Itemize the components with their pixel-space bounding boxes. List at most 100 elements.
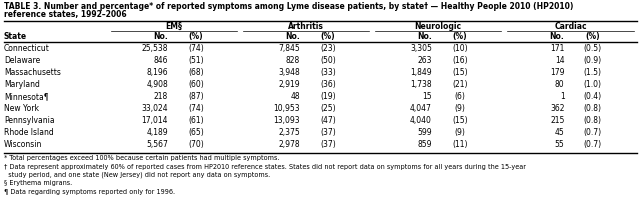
Text: 1,738: 1,738: [410, 80, 432, 89]
Text: (50): (50): [320, 56, 336, 65]
Text: 1,849: 1,849: [410, 68, 432, 77]
Text: 8,196: 8,196: [146, 68, 168, 77]
Text: (61): (61): [188, 116, 204, 125]
Text: Massachusetts: Massachusetts: [4, 68, 61, 77]
Text: 4,047: 4,047: [410, 104, 432, 113]
Text: 846: 846: [153, 56, 168, 65]
Text: (60): (60): [188, 80, 204, 89]
Text: (10): (10): [452, 44, 468, 53]
Text: 215: 215: [550, 116, 565, 125]
Text: (6): (6): [454, 92, 465, 101]
Text: (23): (23): [320, 44, 336, 53]
Text: 3,948: 3,948: [278, 68, 300, 77]
Text: (0.8): (0.8): [583, 116, 601, 125]
Text: (9): (9): [454, 104, 465, 113]
Text: Rhode Island: Rhode Island: [4, 128, 54, 137]
Text: (%): (%): [320, 32, 335, 41]
Text: Maryland: Maryland: [4, 80, 40, 89]
Text: (25): (25): [320, 104, 336, 113]
Text: 599: 599: [417, 128, 432, 137]
Text: (%): (%): [188, 32, 203, 41]
Text: 5,567: 5,567: [146, 140, 168, 149]
Text: 218: 218: [154, 92, 168, 101]
Text: (74): (74): [188, 104, 204, 113]
Text: 17,014: 17,014: [142, 116, 168, 125]
Text: 10,953: 10,953: [273, 104, 300, 113]
Text: 2,978: 2,978: [278, 140, 300, 149]
Text: 80: 80: [555, 80, 565, 89]
Text: Neurologic: Neurologic: [415, 22, 462, 31]
Text: (37): (37): [320, 128, 336, 137]
Text: 25,538: 25,538: [142, 44, 168, 53]
Text: 55: 55: [554, 140, 565, 149]
Text: Connecticut: Connecticut: [4, 44, 50, 53]
Text: 15: 15: [422, 92, 432, 101]
Text: (16): (16): [452, 56, 468, 65]
Text: (0.8): (0.8): [583, 104, 601, 113]
Text: (68): (68): [188, 68, 204, 77]
Text: Pennsylvania: Pennsylvania: [4, 116, 54, 125]
Text: TABLE 3. Number and percentage* of reported symptoms among Lyme disease patients: TABLE 3. Number and percentage* of repor…: [4, 2, 574, 11]
Text: (0.5): (0.5): [583, 44, 601, 53]
Text: No.: No.: [550, 32, 565, 41]
Text: (70): (70): [188, 140, 204, 149]
Text: (%): (%): [453, 32, 467, 41]
Text: (74): (74): [188, 44, 204, 53]
Text: (19): (19): [320, 92, 336, 101]
Text: (1.5): (1.5): [583, 68, 601, 77]
Text: (47): (47): [320, 116, 336, 125]
Text: * Total percentages exceed 100% because certain patients had multiple symptoms.: * Total percentages exceed 100% because …: [4, 155, 279, 161]
Text: 4,040: 4,040: [410, 116, 432, 125]
Text: reference states, 1992–2006: reference states, 1992–2006: [4, 10, 127, 19]
Text: No.: No.: [417, 32, 432, 41]
Text: 13,093: 13,093: [273, 116, 300, 125]
Text: 14: 14: [555, 56, 565, 65]
Text: (37): (37): [320, 140, 336, 149]
Text: 3,305: 3,305: [410, 44, 432, 53]
Text: † Data represent approximately 60% of reported cases from HP2010 reference state: † Data represent approximately 60% of re…: [4, 163, 526, 169]
Text: (0.7): (0.7): [583, 140, 601, 149]
Text: 45: 45: [554, 128, 565, 137]
Text: 1: 1: [560, 92, 565, 101]
Text: Cardiac: Cardiac: [554, 22, 587, 31]
Text: Minnesota¶: Minnesota¶: [4, 92, 49, 101]
Text: 828: 828: [286, 56, 300, 65]
Text: (87): (87): [188, 92, 204, 101]
Text: (%): (%): [585, 32, 600, 41]
Text: (0.7): (0.7): [583, 128, 601, 137]
Text: Wisconsin: Wisconsin: [4, 140, 42, 149]
Text: (0.9): (0.9): [583, 56, 601, 65]
Text: (9): (9): [454, 128, 465, 137]
Text: (33): (33): [320, 68, 336, 77]
Text: 33,024: 33,024: [142, 104, 168, 113]
Text: study period, and one state (New Jersey) did not report any data on symptoms.: study period, and one state (New Jersey)…: [4, 172, 271, 178]
Text: (21): (21): [453, 80, 468, 89]
Text: No.: No.: [153, 32, 168, 41]
Text: 179: 179: [550, 68, 565, 77]
Text: (65): (65): [188, 128, 204, 137]
Text: Arthritis: Arthritis: [288, 22, 324, 31]
Text: (15): (15): [452, 116, 468, 125]
Text: 48: 48: [290, 92, 300, 101]
Text: 263: 263: [417, 56, 432, 65]
Text: (15): (15): [452, 68, 468, 77]
Text: 4,189: 4,189: [146, 128, 168, 137]
Text: 859: 859: [417, 140, 432, 149]
Text: Delaware: Delaware: [4, 56, 40, 65]
Text: ¶ Data regarding symptoms reported only for 1996.: ¶ Data regarding symptoms reported only …: [4, 189, 175, 195]
Text: 2,919: 2,919: [278, 80, 300, 89]
Text: 4,908: 4,908: [146, 80, 168, 89]
Text: (0.4): (0.4): [583, 92, 601, 101]
Text: 171: 171: [550, 44, 565, 53]
Text: (11): (11): [453, 140, 468, 149]
Text: (51): (51): [188, 56, 204, 65]
Text: No.: No.: [285, 32, 300, 41]
Text: (1.0): (1.0): [583, 80, 601, 89]
Text: (36): (36): [320, 80, 336, 89]
Text: 362: 362: [550, 104, 565, 113]
Text: State: State: [4, 32, 27, 41]
Text: 7,845: 7,845: [278, 44, 300, 53]
Text: New York: New York: [4, 104, 39, 113]
Text: 2,375: 2,375: [278, 128, 300, 137]
Text: EM§: EM§: [165, 22, 183, 31]
